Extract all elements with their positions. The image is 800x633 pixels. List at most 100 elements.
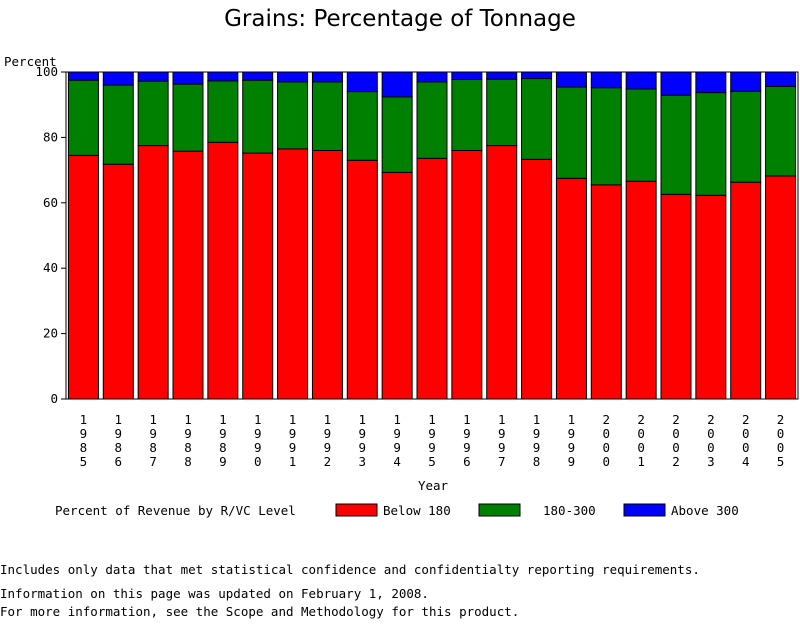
bar-segment-below-180 xyxy=(67,154,99,400)
y-tick-label: 80 xyxy=(43,129,58,144)
bar-segment-above-300 xyxy=(730,71,762,92)
bar-segment-180-300 xyxy=(67,79,99,156)
y-tick-label: 40 xyxy=(43,260,58,275)
bar-segment-above-300 xyxy=(67,71,99,81)
y-axis-label: Percent xyxy=(4,54,57,69)
bar-segment-above-300 xyxy=(346,71,378,93)
bar-segment-180-300 xyxy=(102,84,134,165)
bar-segment-above-300 xyxy=(695,71,727,94)
legend-label: Above 300 xyxy=(671,503,739,518)
bar-segment-180-300 xyxy=(381,96,413,173)
bar-segment-180-300 xyxy=(730,90,762,183)
bar-segment-below-180 xyxy=(521,158,553,400)
legend-title: Percent of Revenue by R/VC Level xyxy=(55,503,296,518)
bar-segment-180-300 xyxy=(486,78,518,147)
bar-segment-180-300 xyxy=(311,81,343,151)
chart-title: Grains: Percentage of Tonnage xyxy=(224,6,576,32)
bar-segment-below-180 xyxy=(695,194,727,400)
bar-segment-below-180 xyxy=(730,181,762,400)
legend-swatch xyxy=(478,503,521,517)
bar-segment-180-300 xyxy=(451,79,483,151)
bar-segment-below-180 xyxy=(660,193,692,400)
bar-segment-180-300 xyxy=(695,92,727,196)
bar-segment-above-300 xyxy=(660,71,692,96)
footnote-line-1: Includes only data that met statistical … xyxy=(0,562,700,577)
bar-segment-above-300 xyxy=(207,71,239,82)
bar-segment-above-300 xyxy=(172,71,204,85)
bar-segment-180-300 xyxy=(242,79,274,154)
bar-segment-below-180 xyxy=(102,163,134,400)
bar-segment-180-300 xyxy=(521,78,553,160)
y-tick-label: 100 xyxy=(35,64,58,79)
bar-segment-below-180 xyxy=(242,152,274,400)
bar-segment-180-300 xyxy=(172,83,204,152)
bar-segment-below-180 xyxy=(172,150,204,400)
bar-segment-180-300 xyxy=(346,91,378,161)
bar-segment-180-300 xyxy=(207,80,239,143)
x-axis-label: Year xyxy=(418,478,449,493)
footnotes: Includes only data that met statistical … xyxy=(0,535,800,633)
bar-segment-above-300 xyxy=(102,71,134,86)
legend-label: Below 180 xyxy=(383,503,451,518)
bar-segment-above-300 xyxy=(555,71,587,88)
bar-segment-below-180 xyxy=(555,177,587,400)
bar-segment-below-180 xyxy=(590,184,622,400)
bar-segment-180-300 xyxy=(555,86,587,179)
bar-segment-below-180 xyxy=(346,159,378,400)
bar-segment-below-180 xyxy=(625,180,657,400)
bar-segment-below-180 xyxy=(311,149,343,400)
bar-segment-180-300 xyxy=(660,94,692,195)
bar-segment-above-300 xyxy=(381,71,413,98)
bar-segment-below-180 xyxy=(137,145,169,400)
bar-segment-above-300 xyxy=(277,71,309,83)
bar-segment-below-180 xyxy=(416,157,448,400)
y-tick-label: 60 xyxy=(43,195,58,210)
bar-segment-180-300 xyxy=(416,81,448,159)
updated-note: Information on this page was updated on … xyxy=(0,586,429,601)
bar-segment-above-300 xyxy=(521,71,553,80)
bar-segment-above-300 xyxy=(590,71,622,89)
bar-segment-below-180 xyxy=(381,171,413,400)
bar-segment-below-180 xyxy=(486,145,518,400)
bar-segment-180-300 xyxy=(625,88,657,182)
bar-segment-below-180 xyxy=(207,141,239,400)
bar-segment-above-300 xyxy=(137,71,169,82)
bar-segment-above-300 xyxy=(311,71,343,83)
bar-segment-180-300 xyxy=(137,80,169,147)
bar-segment-above-300 xyxy=(625,71,657,90)
bar-segment-above-300 xyxy=(486,71,518,80)
footnote-line-2: For more information, see the Scope and … xyxy=(0,604,520,619)
bar-segment-above-300 xyxy=(242,71,274,81)
bar-segment-180-300 xyxy=(765,85,797,177)
stacked-bar-chart: Percent 0 20 40 60 80 100 1 9 8 5 1 9 8 6 1 9 8 7 1 9 8 8 1 9 8 9 1… xyxy=(4,54,799,518)
bar-segment-180-300 xyxy=(590,87,622,186)
bar-segment-above-300 xyxy=(451,71,483,81)
legend-swatch xyxy=(623,503,666,517)
bar-segment-below-180 xyxy=(765,175,797,400)
y-tick-label: 20 xyxy=(43,326,58,341)
legend-swatch xyxy=(335,503,378,517)
legend-label: 180-300 xyxy=(543,503,596,518)
bar-segment-below-180 xyxy=(277,148,309,400)
bar-segment-below-180 xyxy=(451,149,483,400)
bar-segment-above-300 xyxy=(765,71,797,87)
